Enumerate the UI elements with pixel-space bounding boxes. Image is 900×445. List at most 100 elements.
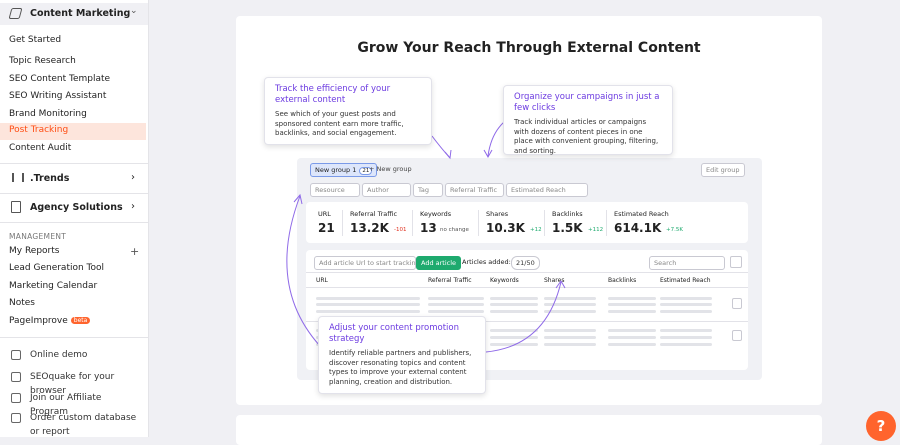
footer-link[interactable]: Online demo xyxy=(30,350,88,360)
stat-label: Estimated Reach xyxy=(614,210,669,218)
stat-value: 614.1K xyxy=(614,221,662,235)
divider xyxy=(0,337,148,338)
stat-divider xyxy=(544,210,545,236)
placeholder-bar xyxy=(544,310,596,313)
placeholder-bar xyxy=(490,329,538,332)
placeholder-bar xyxy=(316,297,420,300)
column-header: Shares xyxy=(544,277,565,284)
filter-dropdown[interactable]: Resource xyxy=(310,183,360,197)
nav-item[interactable]: Get Started xyxy=(9,35,62,45)
footer-link[interactable]: SEOquake for your browser xyxy=(30,372,115,396)
stat-divider xyxy=(478,210,479,236)
filter-dropdown[interactable]: Estimated Reach xyxy=(506,183,588,197)
nav-item[interactable]: Brand Monitoring xyxy=(9,109,87,119)
nav-item[interactable]: Content Audit xyxy=(9,143,72,153)
column-header: Estimated Reach xyxy=(660,277,711,284)
placeholder-bar xyxy=(660,343,712,346)
callout-title: Adjust your content promotion strategy xyxy=(329,323,459,344)
next-card xyxy=(236,415,822,445)
delete-button[interactable] xyxy=(732,330,742,341)
delete-button[interactable] xyxy=(732,298,742,309)
edit-group[interactable]: Edit group xyxy=(701,163,745,177)
callout: Organize your campaigns in just a few cl… xyxy=(503,85,673,155)
placeholder-bar xyxy=(316,310,420,313)
link-icon xyxy=(11,393,21,403)
divider xyxy=(0,193,148,194)
stat-delta: +12 xyxy=(530,227,542,233)
placeholder-bar xyxy=(608,297,656,300)
link-icon xyxy=(11,372,21,382)
url-input[interactable]: Add article Url to start tracking xyxy=(314,256,420,270)
nav-item[interactable]: SEO Content Template xyxy=(9,74,111,84)
callout-body: Track individual articles or campaigns w… xyxy=(514,118,659,155)
agency[interactable]: Agency Solutions xyxy=(30,202,123,213)
nav-item[interactable]: PageImprove beta xyxy=(9,316,91,326)
arrow-head xyxy=(555,280,566,289)
stat-label: URL xyxy=(318,210,331,218)
placeholder-bar xyxy=(428,297,484,300)
nav-item[interactable]: Notes xyxy=(9,298,35,308)
stat-divider xyxy=(342,210,343,236)
filter-dropdown[interactable]: Referral Traffic xyxy=(445,183,504,197)
placeholder-bar xyxy=(428,303,484,306)
stat-delta: no change xyxy=(440,227,469,233)
help-button[interactable]: ? xyxy=(866,411,896,441)
search-button[interactable] xyxy=(730,256,742,268)
group-button[interactable]: New group 1 21 xyxy=(310,163,378,177)
placeholder-bar xyxy=(608,329,656,332)
main-card: Grow Your Reach Through External Content… xyxy=(236,16,822,405)
placeholder-bar xyxy=(428,310,484,313)
nav-item[interactable]: Topic Research xyxy=(9,56,76,66)
placeholder-bar xyxy=(660,297,712,300)
articles-count: 21/50 xyxy=(511,256,540,270)
placeholder-bar xyxy=(608,336,656,339)
column-header: Referral Traffic xyxy=(428,277,472,284)
nav-item[interactable]: SEO Writing Assistant xyxy=(9,91,107,101)
chevron: › xyxy=(131,201,135,212)
sidebar: Content Marketing ⌄ Get Started Topic Resea… xyxy=(0,0,149,437)
trends[interactable]: .Trends xyxy=(30,173,70,184)
placeholder-bar xyxy=(660,303,712,306)
nav-item[interactable]: My Reports xyxy=(9,246,60,256)
stat-delta: -101 xyxy=(394,227,407,233)
search-input[interactable]: Search xyxy=(649,256,725,270)
header-line xyxy=(306,287,748,288)
placeholder-bar xyxy=(660,329,712,332)
stats-card: URL 21 Referral Traffic 13.2K -101 Keywords 13… xyxy=(306,202,748,243)
filter-dropdown[interactable]: Author xyxy=(362,183,411,197)
footer-link[interactable]: Join our Affiliate Program xyxy=(30,393,102,417)
column-header: Keywords xyxy=(490,277,519,284)
arrow-head xyxy=(483,149,493,159)
section-title[interactable]: Content Marketing xyxy=(30,8,131,19)
arrow xyxy=(286,195,321,347)
header-line xyxy=(306,272,748,273)
chevron: › xyxy=(131,172,135,183)
mock-ui: New group 1 21 + New group Edit group Resour… xyxy=(297,158,762,380)
divider xyxy=(0,222,148,223)
stat-divider xyxy=(606,210,607,236)
link-icon xyxy=(11,413,21,423)
stat-delta: +7.5K xyxy=(666,227,683,233)
nav-item[interactable]: Post Tracking xyxy=(9,125,69,135)
placeholder-bar xyxy=(544,303,596,306)
callout-title: Track the efficiency of your external co… xyxy=(275,84,391,105)
arrows xyxy=(286,121,566,353)
placeholder-bar xyxy=(660,310,712,313)
add-button[interactable]: Add article xyxy=(416,256,462,270)
placeholder-bar xyxy=(608,343,656,346)
callout-body: Identify reliable partners and publisher… xyxy=(329,349,472,386)
placeholder-bar xyxy=(490,297,538,300)
stat-value: 21 xyxy=(318,221,335,235)
new-group[interactable]: + New group xyxy=(369,165,412,173)
filter-dropdown[interactable]: Tag xyxy=(413,183,443,197)
placeholder-bar xyxy=(490,303,538,306)
nav-item[interactable]: Marketing Calendar xyxy=(9,281,98,291)
callout-body: See which of your guest posts and sponso… xyxy=(275,110,404,137)
footer-link[interactable]: Order custom database or report xyxy=(30,413,137,437)
arrow xyxy=(485,281,562,353)
placeholder-bar xyxy=(316,303,420,306)
articles-label: Articles added: xyxy=(462,258,511,266)
nav-item[interactable]: Lead Generation Tool xyxy=(9,263,105,273)
trends-icon xyxy=(12,173,24,182)
